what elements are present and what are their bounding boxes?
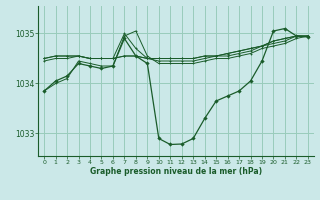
X-axis label: Graphe pression niveau de la mer (hPa): Graphe pression niveau de la mer (hPa) xyxy=(90,167,262,176)
